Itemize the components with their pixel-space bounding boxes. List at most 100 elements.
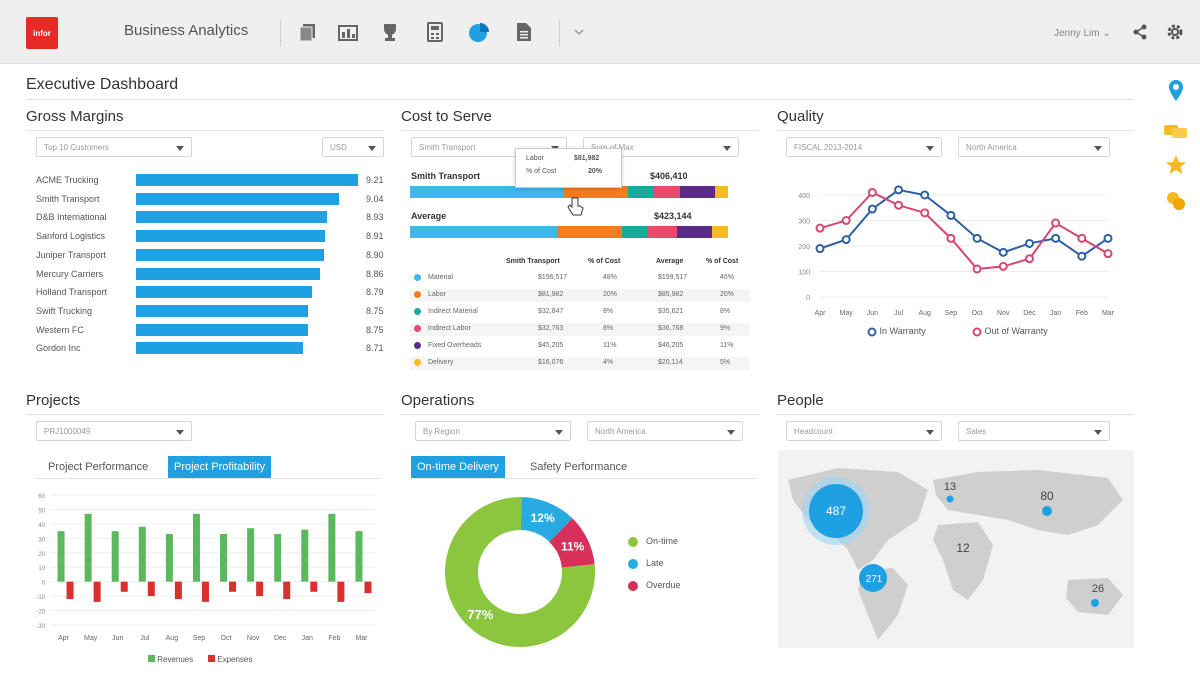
data-point[interactable] — [998, 261, 1008, 271]
department-dropdown[interactable]: Sales — [958, 421, 1110, 441]
tab-project-performance[interactable]: Project Performance — [48, 461, 149, 473]
gm-bar[interactable] — [136, 192, 340, 205]
cost-bar-segment[interactable] — [410, 186, 565, 198]
trophy-icon[interactable] — [379, 20, 401, 44]
customers-dropdown[interactable]: Top 10 Customers — [36, 137, 192, 157]
revenue-bar[interactable] — [301, 529, 309, 582]
tab-project-profitability[interactable]: Project Profitability — [168, 456, 272, 478]
gear-icon[interactable] — [1164, 20, 1186, 44]
expense-bar[interactable] — [364, 581, 372, 594]
project-dropdown[interactable]: PRJ1000049 — [36, 421, 192, 441]
report-chart-icon[interactable] — [337, 20, 359, 44]
currency-dropdown[interactable]: USD — [322, 137, 384, 157]
copy-icon[interactable] — [297, 20, 319, 44]
gm-row[interactable]: Western FC 8.75 — [36, 323, 392, 337]
data-point[interactable] — [1024, 238, 1034, 248]
gm-row[interactable]: Swift Trucking 8.75 — [36, 304, 392, 318]
data-point[interactable] — [1051, 218, 1061, 228]
data-point[interactable] — [867, 187, 877, 197]
data-point[interactable] — [920, 208, 930, 218]
calculator-icon[interactable] — [424, 20, 446, 44]
cost-bar-segment[interactable] — [647, 226, 677, 238]
region-dropdown[interactable]: North America — [587, 421, 743, 441]
world-map[interactable]: 487 13 80 12 271 26 — [778, 450, 1134, 648]
data-point[interactable] — [815, 223, 825, 233]
region-dropdown[interactable]: North America — [958, 137, 1110, 157]
expense-bar[interactable] — [201, 581, 209, 602]
bubble-south-america[interactable] — [859, 564, 887, 592]
cost-bar-segment[interactable] — [621, 226, 648, 238]
revenue-bar[interactable] — [138, 526, 146, 582]
gm-row[interactable]: Sanford Logistics 8.91 — [36, 229, 392, 243]
donut-slice[interactable] — [520, 497, 573, 542]
expense-bar[interactable] — [147, 581, 155, 597]
star-icon[interactable] — [1163, 152, 1189, 178]
revenue-bar[interactable] — [247, 528, 255, 582]
gm-row[interactable]: Smith Transport 9.04 — [36, 192, 392, 206]
gm-bar[interactable] — [136, 267, 320, 280]
gm-row[interactable]: Juniper Transport 8.90 — [36, 248, 392, 262]
data-point[interactable] — [920, 190, 930, 200]
data-point[interactable] — [946, 233, 956, 243]
revenue-bar[interactable] — [220, 534, 228, 582]
gm-bar[interactable] — [136, 211, 328, 224]
revenue-bar[interactable] — [111, 531, 119, 582]
gm-bar[interactable] — [136, 304, 308, 317]
chevron-down-icon[interactable] — [571, 20, 587, 44]
expense-bar[interactable] — [229, 581, 237, 592]
bubble-asia[interactable] — [1042, 506, 1052, 516]
expense-bar[interactable] — [93, 581, 101, 602]
tags-icon[interactable] — [1163, 118, 1189, 144]
coins-icon[interactable] — [1163, 188, 1189, 214]
revenue-bar[interactable] — [192, 513, 200, 582]
revenue-bar[interactable] — [355, 531, 363, 582]
gm-row[interactable]: Holland Transport 8.79 — [36, 285, 392, 299]
cost-bar-segment[interactable] — [654, 186, 680, 198]
donut-slice[interactable] — [549, 518, 595, 568]
data-point[interactable] — [894, 200, 904, 210]
infor-logo[interactable]: infor — [26, 17, 58, 49]
data-point[interactable] — [1024, 254, 1034, 264]
revenue-bar[interactable] — [84, 513, 92, 582]
gm-bar[interactable] — [136, 174, 358, 186]
expense-bar[interactable] — [337, 581, 345, 602]
expense-bar[interactable] — [283, 581, 291, 599]
pie-chart-icon[interactable] — [467, 20, 489, 44]
expense-bar[interactable] — [66, 581, 74, 599]
data-point[interactable] — [894, 185, 904, 195]
data-point[interactable] — [867, 204, 877, 214]
data-point[interactable] — [1077, 251, 1087, 261]
data-point[interactable] — [1077, 233, 1087, 243]
data-point[interactable] — [946, 210, 956, 220]
cost-bar-segment[interactable] — [715, 186, 728, 198]
gm-row[interactable]: Gordon Inc 8.71 — [36, 341, 392, 355]
revenue-bar[interactable] — [328, 513, 336, 582]
data-point[interactable] — [1103, 233, 1113, 243]
gm-bar[interactable] — [136, 342, 304, 355]
cost-bar-segment[interactable] — [676, 226, 712, 238]
gm-row[interactable]: ACME Trucking 9.21 — [36, 173, 392, 187]
gm-bar[interactable] — [136, 230, 326, 243]
data-point[interactable] — [841, 216, 851, 225]
cost-bar-segment[interactable] — [711, 226, 728, 238]
grouping-dropdown[interactable]: By Region — [415, 421, 571, 441]
cost-stacked-bar-smith[interactable] — [410, 186, 728, 198]
data-point[interactable] — [998, 247, 1008, 257]
data-point[interactable] — [1103, 249, 1113, 259]
data-point[interactable] — [815, 244, 825, 254]
revenue-bar[interactable] — [274, 534, 282, 582]
data-point[interactable] — [972, 264, 982, 274]
cost-bar-segment[interactable] — [564, 186, 629, 198]
data-point[interactable] — [841, 235, 851, 245]
expense-bar[interactable] — [310, 581, 318, 592]
gm-row[interactable]: Mercury Carriers 8.86 — [36, 267, 392, 281]
cost-bar-segment[interactable] — [410, 226, 558, 238]
cost-bar-segment[interactable] — [628, 186, 655, 198]
cost-bar-segment[interactable] — [679, 186, 716, 198]
data-point[interactable] — [1051, 233, 1061, 243]
expense-bar[interactable] — [120, 581, 128, 592]
bubble-north-america[interactable] — [809, 484, 863, 538]
measure-dropdown[interactable]: Sum of Max — [583, 137, 739, 157]
user-menu[interactable]: Jenny Lim ⌄ — [1054, 28, 1111, 39]
gm-bar[interactable] — [136, 323, 308, 336]
